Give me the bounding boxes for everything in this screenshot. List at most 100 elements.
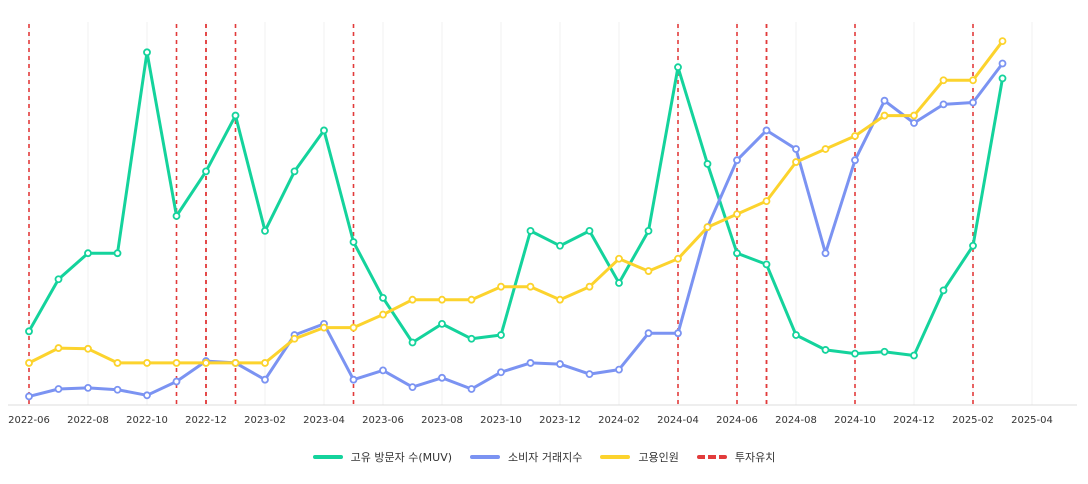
data-point (54, 385, 63, 393)
data-point (615, 254, 623, 263)
data-point (556, 360, 564, 368)
data-point (202, 167, 210, 176)
legend-item-employees[interactable]: 고용인원 (600, 449, 679, 465)
data-point (585, 370, 594, 379)
data-point (379, 293, 387, 302)
data-point (408, 295, 417, 304)
data-point (762, 260, 771, 269)
data-point (379, 310, 387, 319)
series-lines (25, 37, 1007, 401)
data-point (379, 366, 387, 375)
line-chart: 2022-06 2022-08 2022-10 2022-12 2023-02 2023-… (8, 22, 1077, 426)
data-point (998, 59, 1007, 68)
data-point (733, 210, 741, 219)
data-point (349, 238, 358, 246)
data-point (172, 359, 181, 367)
x-tick-label: 2023-04 (303, 415, 345, 426)
data-point (851, 156, 859, 165)
x-tick-label: 2024-10 (834, 415, 876, 426)
legend-swatch-muv (312, 455, 343, 459)
data-point (969, 76, 977, 85)
data-point (526, 359, 535, 367)
data-point (792, 158, 800, 166)
data-point (939, 100, 948, 109)
data-point (320, 126, 328, 135)
data-point (25, 327, 33, 336)
data-point (261, 375, 269, 384)
data-point (792, 145, 800, 153)
data-point (762, 197, 771, 206)
data-point (320, 323, 328, 332)
x-tick-label: 2023-02 (244, 415, 286, 426)
legend-swatch-transaction (470, 455, 501, 459)
data-point (526, 226, 535, 235)
legend-swatch-employees (600, 455, 631, 459)
data-point (762, 126, 771, 135)
data-point (998, 37, 1007, 46)
data-point (556, 241, 564, 250)
data-point (202, 359, 210, 367)
data-point (143, 391, 151, 400)
data-point (143, 359, 151, 367)
data-point (851, 132, 859, 140)
data-point (113, 359, 122, 367)
data-point (408, 383, 417, 392)
x-tick-label: 2024-02 (598, 415, 640, 426)
data-point (821, 249, 830, 258)
data-point (644, 226, 653, 235)
legend-item-investment[interactable]: 투자유치 (696, 449, 776, 465)
x-tick-label: 2022-06 (8, 415, 50, 426)
x-axis: 2022-06 2022-08 2022-10 2022-12 2023-02 2023-… (8, 404, 1077, 426)
data-point (497, 368, 505, 377)
data-point (969, 241, 977, 250)
data-point (615, 279, 623, 287)
data-point (290, 167, 299, 176)
data-point (231, 359, 240, 367)
data-point (261, 359, 269, 367)
data-point (821, 346, 830, 354)
x-tick-label: 2023-12 (539, 415, 581, 426)
data-point (821, 145, 830, 153)
data-point (939, 76, 948, 85)
data-point (880, 347, 889, 356)
data-point (290, 334, 299, 343)
data-point (172, 212, 181, 220)
data-point (497, 331, 505, 339)
data-point (910, 111, 918, 120)
x-tick-label: 2025-02 (952, 415, 994, 426)
data-point (556, 295, 564, 304)
data-point (467, 385, 476, 393)
data-point (54, 275, 63, 284)
data-point (615, 365, 623, 374)
data-point (113, 385, 122, 394)
data-point (939, 286, 948, 295)
data-point (851, 349, 859, 358)
data-point (674, 254, 682, 263)
data-point (880, 96, 889, 105)
x-tick-label: 2024-08 (775, 415, 817, 426)
legend-label-investment: 투자유치 (734, 451, 776, 464)
x-tick-label: 2023-10 (480, 415, 522, 426)
data-point (438, 319, 446, 328)
data-point (526, 282, 535, 291)
legend-item-muv[interactable]: 고유 방문자 수(MUV) (312, 449, 453, 465)
x-tick-label: 2024-04 (657, 415, 699, 426)
legend-label-muv: 고유 방문자 수(MUV) (350, 451, 453, 464)
x-tick-label: 2025-04 (1011, 415, 1053, 426)
data-point (585, 282, 594, 291)
data-point (438, 295, 446, 304)
data-point (733, 156, 741, 165)
data-point (349, 323, 358, 332)
data-point (54, 344, 63, 352)
data-point (703, 160, 712, 168)
x-tick-label: 2022-08 (67, 415, 109, 426)
data-point (84, 249, 92, 258)
data-point (910, 119, 918, 127)
data-point (261, 226, 269, 235)
data-point (910, 351, 918, 360)
series-line-2 (27, 39, 1004, 365)
data-point (880, 111, 889, 120)
data-point (733, 249, 741, 258)
legend-item-transaction[interactable]: 소비자 거래지수 (470, 449, 582, 465)
